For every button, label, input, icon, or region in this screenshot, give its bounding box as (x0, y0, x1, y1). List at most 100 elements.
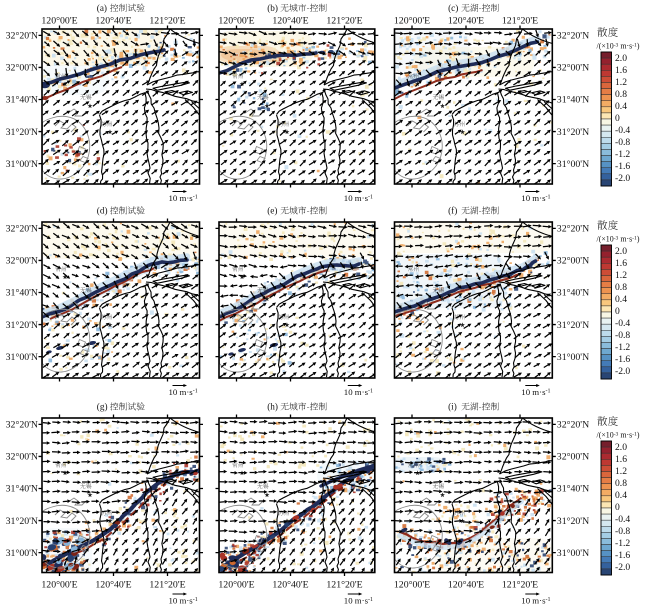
svg-text:120°40'E: 120°40'E (272, 580, 308, 591)
svg-text:32°20'N: 32°20'N (6, 420, 38, 431)
svg-text:(f): (f) (448, 206, 459, 216)
svg-text:-1.2: -1.2 (615, 149, 630, 160)
svg-text:31°00'N: 31°00'N (557, 548, 589, 559)
svg-text:32°00'N: 32°00'N (6, 452, 38, 463)
svg-text:32°00'N: 32°00'N (557, 452, 589, 463)
svg-text:10 m·s-1: 10 m·s-1 (344, 193, 373, 203)
svg-text:1.2: 1.2 (615, 466, 627, 477)
svg-text:32°00'N: 32°00'N (557, 256, 589, 267)
svg-text:10 m·s-1: 10 m·s-1 (169, 596, 198, 606)
svg-text:32°00'N: 32°00'N (6, 63, 38, 74)
svg-text:2.0: 2.0 (615, 442, 627, 453)
svg-text:32°00'N: 32°00'N (557, 63, 589, 74)
svg-text:10 m·s-1: 10 m·s-1 (169, 193, 198, 203)
svg-text:120°40'E: 120°40'E (95, 580, 131, 591)
svg-text:31°00'N: 31°00'N (6, 159, 38, 170)
svg-text:/(×10-3 m·s-1): /(×10-3 m·s-1) (597, 42, 640, 51)
svg-text:-0.8: -0.8 (615, 330, 630, 341)
svg-text:10 m·s-1: 10 m·s-1 (521, 596, 550, 606)
svg-text:120°00'E: 120°00'E (41, 16, 77, 27)
svg-text:31°20'N: 31°20'N (6, 516, 38, 527)
svg-text:120°40'E: 120°40'E (448, 16, 484, 27)
svg-text:(h): (h) (267, 402, 280, 412)
svg-text:-1.6: -1.6 (615, 354, 630, 365)
svg-text:(e): (e) (267, 206, 280, 216)
svg-text:1.6: 1.6 (615, 454, 627, 465)
svg-text:32°20'N: 32°20'N (6, 224, 38, 235)
svg-text:10 m·s-1: 10 m·s-1 (344, 387, 373, 397)
svg-text:1.2: 1.2 (615, 77, 627, 88)
svg-text:120°40'E: 120°40'E (272, 16, 308, 27)
svg-text:(g): (g) (97, 402, 110, 412)
svg-text:-1.6: -1.6 (615, 550, 630, 561)
svg-text:(i): (i) (448, 402, 459, 412)
svg-text:-1.6: -1.6 (615, 161, 630, 172)
svg-text:121°20'E: 121°20'E (326, 16, 362, 27)
svg-text:-2.0: -2.0 (615, 173, 630, 184)
svg-text:120°40'E: 120°40'E (448, 580, 484, 591)
svg-text:120°00'E: 120°00'E (394, 580, 430, 591)
svg-text:0: 0 (615, 113, 620, 124)
svg-text:31°20'N: 31°20'N (6, 127, 38, 138)
svg-text:-1.2: -1.2 (615, 538, 630, 549)
svg-text:31°40'N: 31°40'N (6, 288, 38, 299)
svg-text:120°00'E: 120°00'E (41, 580, 77, 591)
svg-text:121°20'E: 121°20'E (502, 16, 538, 27)
svg-text:121°20'E: 121°20'E (502, 580, 538, 591)
svg-text:32°00'N: 32°00'N (6, 256, 38, 267)
svg-text:0.8: 0.8 (615, 478, 627, 489)
svg-text:-0.8: -0.8 (615, 137, 630, 148)
svg-text:31°40'N: 31°40'N (557, 484, 589, 495)
svg-text:31°20'N: 31°20'N (557, 320, 589, 331)
svg-text:1.6: 1.6 (615, 65, 627, 76)
svg-text:120°00'E: 120°00'E (394, 16, 430, 27)
svg-text:31°20'N: 31°20'N (557, 516, 589, 527)
svg-text:10 m·s-1: 10 m·s-1 (169, 387, 198, 397)
svg-text:0.8: 0.8 (615, 89, 627, 100)
svg-text:0.4: 0.4 (615, 294, 627, 305)
svg-text:31°00'N: 31°00'N (557, 352, 589, 363)
svg-text:1.6: 1.6 (615, 258, 627, 269)
svg-text:120°00'E: 120°00'E (218, 580, 254, 591)
svg-text:120°40'E: 120°40'E (95, 16, 131, 27)
svg-text:(c): (c) (448, 3, 461, 13)
svg-text:10 m·s-1: 10 m·s-1 (344, 596, 373, 606)
svg-text:31°00'N: 31°00'N (557, 159, 589, 170)
svg-text:31°40'N: 31°40'N (6, 95, 38, 106)
svg-text:121°20'E: 121°20'E (149, 580, 185, 591)
svg-text:(b): (b) (267, 3, 280, 13)
svg-text:31°00'N: 31°00'N (6, 548, 38, 559)
svg-text:31°40'N: 31°40'N (6, 484, 38, 495)
svg-text:32°20'N: 32°20'N (6, 31, 38, 42)
svg-text:-2.0: -2.0 (615, 366, 630, 377)
svg-text:/(×10-3 m·s-1): /(×10-3 m·s-1) (597, 235, 640, 244)
svg-text:2.0: 2.0 (615, 246, 627, 257)
svg-text:1.2: 1.2 (615, 270, 627, 281)
svg-text:31°40'N: 31°40'N (557, 95, 589, 106)
svg-text:10 m·s-1: 10 m·s-1 (521, 193, 550, 203)
svg-text:31°20'N: 31°20'N (557, 127, 589, 138)
svg-text:120°00'E: 120°00'E (218, 16, 254, 27)
svg-text:-0.4: -0.4 (615, 514, 630, 525)
svg-text:-0.4: -0.4 (615, 125, 630, 136)
svg-text:121°20'E: 121°20'E (326, 580, 362, 591)
svg-text:0.8: 0.8 (615, 282, 627, 293)
svg-text:10 m·s-1: 10 m·s-1 (521, 387, 550, 397)
svg-text:-0.8: -0.8 (615, 526, 630, 537)
svg-text:(d): (d) (97, 206, 110, 216)
svg-text:/(×10-3 m·s-1): /(×10-3 m·s-1) (597, 431, 640, 440)
svg-text:32°20'N: 32°20'N (557, 224, 589, 235)
svg-text:31°40'N: 31°40'N (557, 288, 589, 299)
svg-text:121°20'E: 121°20'E (149, 16, 185, 27)
svg-text:32°20'N: 32°20'N (557, 31, 589, 42)
svg-text:0: 0 (615, 502, 620, 513)
svg-text:(a): (a) (97, 3, 110, 13)
svg-text:31°20'N: 31°20'N (6, 320, 38, 331)
svg-text:2.0: 2.0 (615, 53, 627, 64)
svg-text:0: 0 (615, 306, 620, 317)
svg-text:32°20'N: 32°20'N (557, 420, 589, 431)
svg-text:-0.4: -0.4 (615, 318, 630, 329)
svg-text:31°00'N: 31°00'N (6, 352, 38, 363)
svg-text:0.4: 0.4 (615, 101, 627, 112)
svg-text:0.4: 0.4 (615, 490, 627, 501)
